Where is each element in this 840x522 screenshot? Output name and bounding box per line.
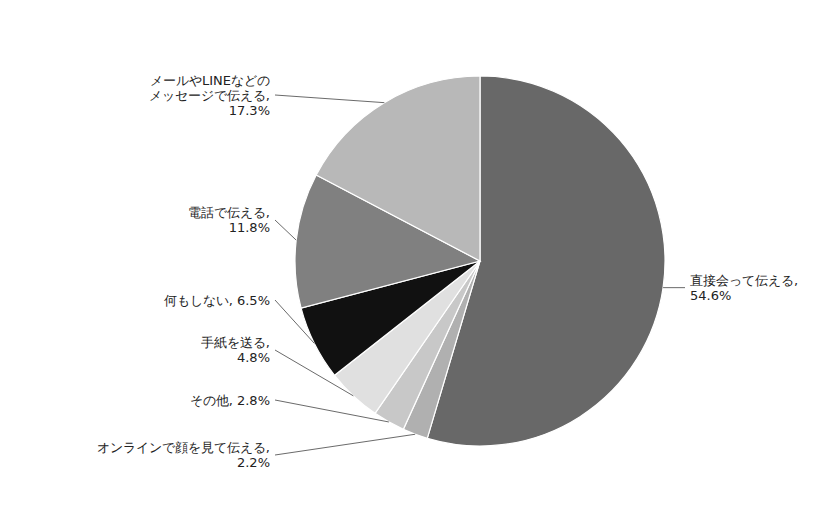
labels: 直接会って伝える,54.6% オンラインで顔を見て伝える,2.2% その他, 2.8… (97, 73, 798, 471)
slice-label: その他, 2.8% (190, 393, 270, 408)
slice-label: メールやLINEなどのメッセージで伝える,17.3% (149, 73, 270, 118)
pie (295, 76, 665, 446)
slice-label: 直接会って伝える,54.6% (690, 273, 798, 303)
slice-label: 手紙を送る,4.8% (201, 335, 270, 365)
leader-line (275, 220, 296, 240)
slice-label: 何もしない, 6.5% (164, 293, 270, 308)
leader-line (275, 400, 389, 422)
leader-line (275, 434, 415, 455)
leader-line (275, 95, 384, 103)
chart: 直接会って伝える,54.6% オンラインで顔を見て伝える,2.2% その他, 2.8… (0, 0, 840, 522)
slice-label: 電話で伝える,11.8% (188, 205, 270, 235)
slice-label: オンラインで顔を見て伝える,2.2% (97, 440, 270, 470)
pie-slice (316, 76, 480, 261)
leader-line (663, 287, 685, 288)
leader-line (275, 300, 314, 343)
leader-line (275, 350, 353, 396)
